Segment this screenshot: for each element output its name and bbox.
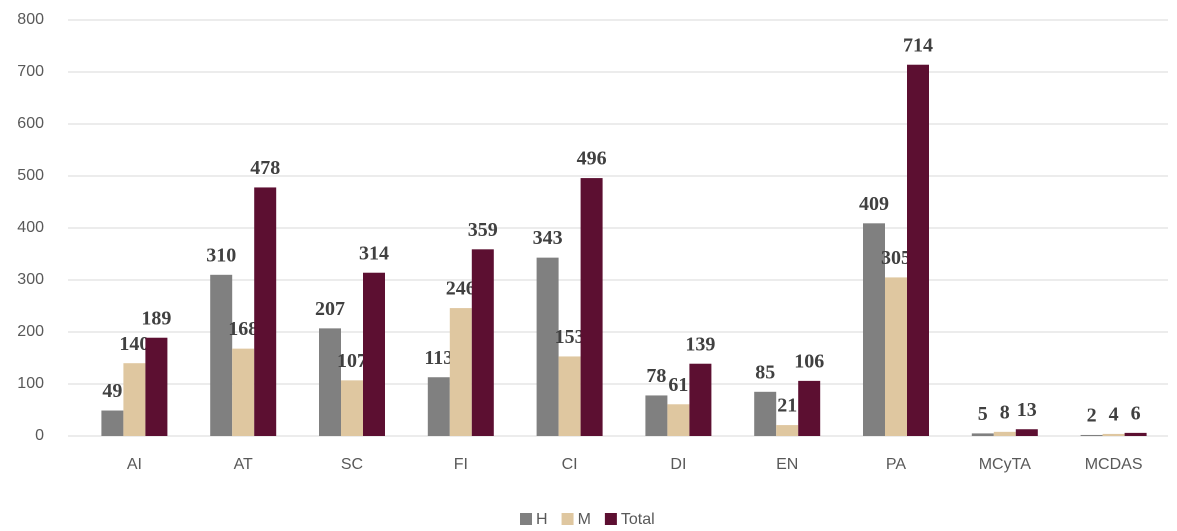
data-label: 168 bbox=[228, 318, 258, 340]
bar bbox=[689, 363, 712, 436]
x-tick-label: DI bbox=[670, 456, 686, 473]
y-tick-label: 700 bbox=[17, 63, 44, 80]
x-tick-label: CI bbox=[562, 456, 578, 473]
y-tick-label: 0 bbox=[35, 427, 44, 444]
bar bbox=[993, 431, 1016, 436]
bar bbox=[254, 187, 277, 436]
x-tick-label: EN bbox=[776, 456, 798, 473]
y-tick-label: 100 bbox=[17, 375, 44, 392]
bar bbox=[1080, 434, 1103, 436]
data-label: 139 bbox=[685, 333, 715, 355]
bar bbox=[471, 249, 494, 436]
data-label: 106 bbox=[794, 350, 824, 372]
bar bbox=[210, 274, 233, 436]
y-tick-label: 500 bbox=[17, 167, 44, 184]
bar bbox=[1124, 432, 1147, 436]
data-label: 305 bbox=[881, 247, 911, 269]
data-label: 85 bbox=[755, 361, 775, 383]
x-tick-label: MCyTA bbox=[979, 456, 1031, 473]
data-label: 107 bbox=[337, 350, 367, 372]
bar bbox=[776, 425, 799, 436]
data-label: 5 bbox=[978, 403, 988, 425]
legend-swatch bbox=[520, 513, 532, 525]
data-label: 6 bbox=[1131, 402, 1141, 424]
data-label: 113 bbox=[424, 347, 453, 369]
y-tick-label: 800 bbox=[17, 11, 44, 28]
data-label: 21 bbox=[777, 395, 797, 417]
bar bbox=[971, 433, 994, 436]
bar bbox=[1015, 429, 1038, 436]
data-label: 2 bbox=[1087, 405, 1097, 427]
data-label: 496 bbox=[577, 148, 607, 170]
x-tick-label: PA bbox=[886, 456, 906, 473]
bar bbox=[580, 178, 603, 436]
bar bbox=[885, 277, 907, 436]
bar bbox=[558, 356, 581, 436]
bar bbox=[319, 328, 341, 436]
bar bbox=[449, 308, 472, 436]
bar bbox=[645, 395, 668, 436]
data-label: 4 bbox=[1109, 404, 1119, 426]
bar bbox=[101, 410, 124, 436]
x-tick-label: FI bbox=[454, 456, 468, 473]
bar bbox=[427, 377, 450, 436]
x-tick-label: AI bbox=[127, 456, 142, 473]
legend-swatch bbox=[604, 513, 617, 525]
y-tick-label: 200 bbox=[17, 323, 44, 340]
data-label: 189 bbox=[141, 307, 171, 329]
bar bbox=[232, 348, 255, 436]
data-label: 343 bbox=[533, 227, 563, 249]
x-tick-label: SC bbox=[341, 456, 363, 473]
legend-label: H bbox=[536, 511, 548, 528]
bar bbox=[145, 337, 168, 436]
x-tick-label: MCDAS bbox=[1085, 456, 1143, 473]
bar bbox=[1102, 433, 1125, 436]
bar bbox=[363, 272, 385, 436]
bar bbox=[667, 404, 690, 436]
data-label: 409 bbox=[859, 193, 889, 215]
bar bbox=[341, 380, 363, 436]
legend-label: M bbox=[578, 511, 591, 528]
y-tick-label: 300 bbox=[17, 271, 44, 288]
data-label: 314 bbox=[359, 242, 389, 264]
data-label: 246 bbox=[446, 278, 476, 300]
bar bbox=[536, 257, 559, 436]
data-label: 8 bbox=[1000, 401, 1010, 423]
y-tick-label: 400 bbox=[17, 219, 44, 236]
bar bbox=[907, 64, 929, 436]
data-label: 140 bbox=[119, 333, 149, 355]
data-label: 207 bbox=[315, 298, 345, 320]
bar bbox=[123, 363, 146, 436]
data-label: 310 bbox=[206, 244, 236, 266]
data-label: 714 bbox=[903, 34, 933, 56]
data-label: 478 bbox=[250, 157, 280, 179]
bar bbox=[754, 391, 777, 436]
x-tick-label: AT bbox=[234, 456, 253, 473]
data-label: 153 bbox=[555, 326, 585, 348]
bar bbox=[798, 380, 821, 436]
data-label: 61 bbox=[668, 374, 688, 396]
legend-swatch bbox=[561, 513, 574, 525]
data-label: 13 bbox=[1017, 399, 1037, 421]
legend-label: Total bbox=[621, 511, 655, 528]
data-label: 359 bbox=[468, 219, 498, 241]
bar bbox=[863, 223, 885, 436]
y-tick-label: 600 bbox=[17, 115, 44, 132]
data-label: 49 bbox=[102, 380, 122, 402]
data-label: 78 bbox=[646, 365, 666, 387]
